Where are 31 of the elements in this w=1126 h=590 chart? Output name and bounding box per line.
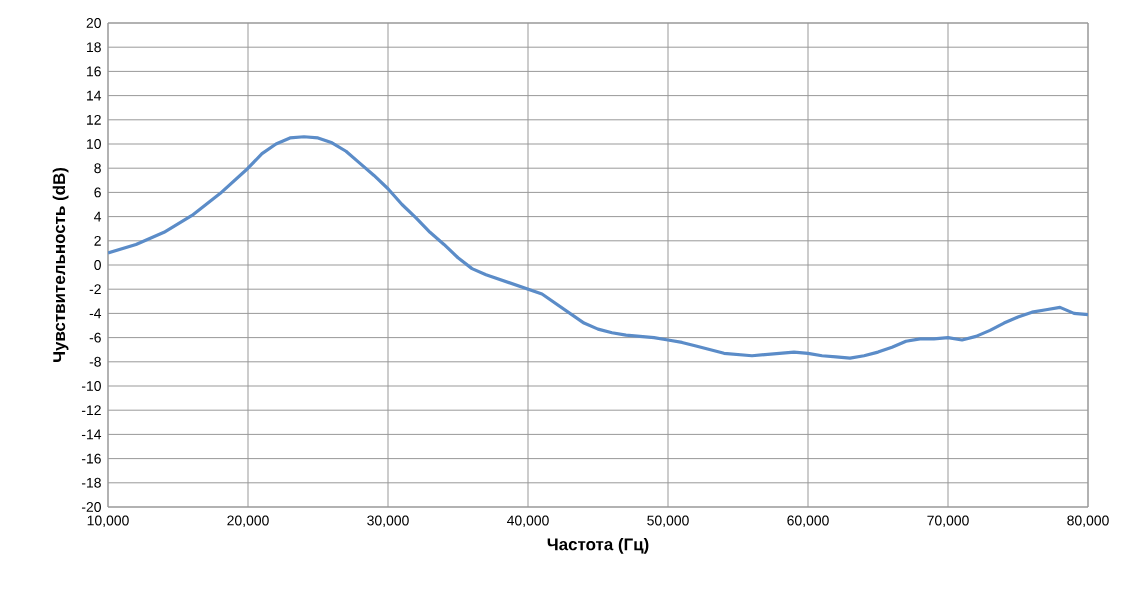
y-tick-label: 8	[94, 163, 101, 174]
y-tick-label: -8	[89, 356, 101, 367]
y-tick-label: -12	[81, 405, 101, 416]
x-axis-title: Частота (Гц)	[547, 537, 649, 554]
x-tick-label: 70,000	[927, 515, 969, 528]
y-tick-label: 6	[94, 187, 101, 198]
y-tick-label: 16	[87, 66, 101, 77]
y-tick-label: -2	[89, 284, 101, 295]
y-tick-label: 12	[87, 114, 101, 125]
y-tick-label: -16	[81, 453, 101, 464]
y-tick-label: -6	[89, 332, 101, 343]
x-tick-label: 10,000	[87, 515, 129, 528]
y-tick-label: 14	[87, 90, 102, 101]
x-tick-label: 40,000	[506, 515, 549, 528]
y-tick-label: 0	[94, 260, 101, 270]
y-tick-label: 10	[87, 139, 101, 149]
x-tick-label: 20,000	[227, 515, 269, 528]
x-tick-label: 30,000	[367, 515, 409, 528]
y-tick-label: 20	[86, 18, 101, 28]
x-tick-label: 80,000	[1067, 515, 1109, 528]
y-tick-label: -4	[89, 308, 102, 319]
y-tick-label: 18	[87, 42, 101, 53]
y-tick-label: -18	[81, 477, 101, 488]
x-tick-label: 50,000	[647, 515, 689, 528]
y-axis-title: Чувствительность (dB)	[52, 167, 69, 362]
y-tick-label: -10	[81, 381, 101, 391]
y-tick-label: -20	[81, 502, 101, 512]
y-tick-label: 4	[94, 211, 102, 222]
x-tick-label: 60,000	[787, 515, 829, 528]
y-tick-label: 2	[94, 235, 101, 246]
y-tick-label: -14	[81, 429, 102, 440]
